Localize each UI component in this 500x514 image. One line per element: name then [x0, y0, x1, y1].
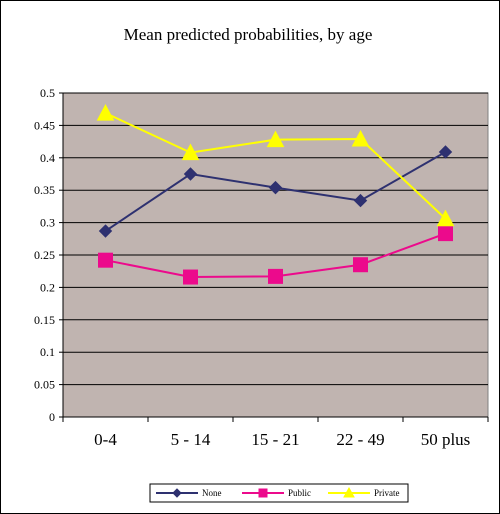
x-tick-label: 0-4 — [94, 430, 117, 449]
y-tick-label: 0.4 — [40, 151, 55, 165]
legend-marker — [343, 486, 355, 498]
legend-label: None — [202, 488, 222, 498]
data-point-none — [268, 180, 283, 195]
series-public — [98, 226, 453, 285]
y-tick-label: 0.45 — [34, 118, 55, 132]
y-tick-label: 0 — [49, 410, 55, 424]
legend-marker — [172, 488, 182, 498]
legend-item-public: Public — [242, 488, 311, 498]
series-layer — [96, 104, 455, 285]
legend-item-private: Private — [328, 486, 400, 498]
x-tick-label: 5 - 14 — [171, 430, 211, 449]
y-tick-label: 0.15 — [34, 313, 55, 327]
series-none — [98, 145, 453, 238]
data-point-private — [436, 209, 455, 227]
axes: 0 0.05 0.1 0.15 0.2 0.25 0.3 0.35 0.4 0.45 0.5 0-4 5… — [34, 86, 489, 449]
y-tick-label: 0.35 — [34, 183, 55, 197]
legend-item-none: None — [156, 488, 222, 498]
data-point-none — [438, 145, 453, 159]
data-point-public — [353, 257, 368, 273]
data-point-public — [98, 252, 113, 268]
data-point-public — [268, 268, 283, 284]
legend-label: Private — [374, 488, 400, 498]
series-private — [96, 104, 455, 227]
y-tick-label: 0.2 — [40, 280, 55, 294]
data-point-none — [353, 193, 368, 208]
data-point-private — [96, 104, 115, 121]
data-point-public — [438, 226, 453, 242]
data-point-public — [183, 269, 198, 285]
y-tick-label: 0.05 — [34, 378, 55, 392]
data-point-private — [266, 130, 285, 148]
legend: None Public Private — [149, 483, 409, 503]
y-tick-label: 0.3 — [40, 216, 55, 230]
data-point-private — [351, 129, 370, 147]
data-point-none — [183, 167, 198, 181]
legend-marker — [258, 488, 268, 498]
y-tick-label: 0.25 — [34, 248, 55, 262]
data-point-none — [98, 224, 113, 238]
y-tick-label: 0.1 — [40, 345, 55, 359]
legend-label: Public — [288, 488, 311, 498]
data-point-private — [181, 143, 200, 161]
gridlines — [63, 92, 488, 386]
x-tick-label: 15 - 21 — [251, 430, 299, 449]
x-tick-label: 50 plus — [421, 430, 471, 449]
y-tick-label: 0.5 — [40, 86, 55, 100]
chart-title: Mean predicted probabilities, by age — [124, 25, 373, 44]
x-tick-label: 22 - 49 — [336, 430, 384, 449]
